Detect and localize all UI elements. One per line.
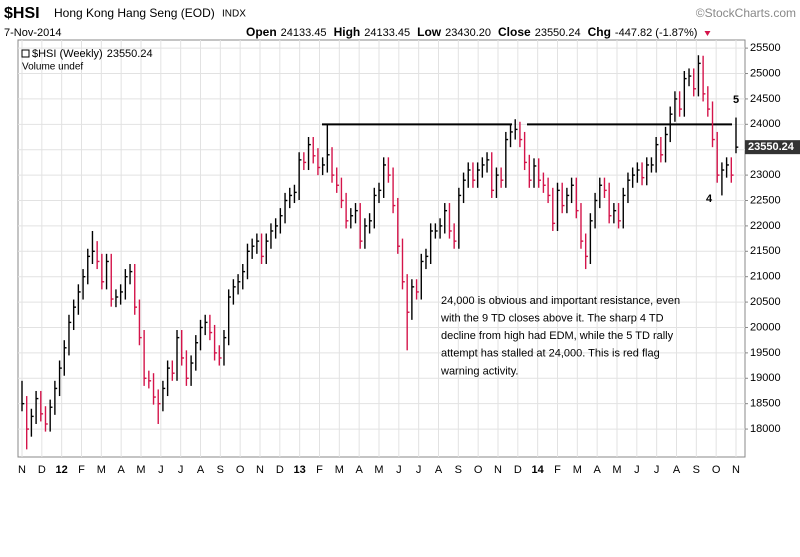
quote-value: -447.82 (-1.87%) [615, 27, 698, 39]
y-tick-label: 18000 [750, 423, 781, 435]
annotation-text: with the 9 TD closes above it. The sharp… [440, 313, 664, 325]
quote: Open 24133.45 High 24133.45 Low 23430.20 Close… [246, 25, 711, 39]
legend-entry: Volume undef [22, 62, 83, 73]
date: 7-Nov-2014 [4, 27, 61, 39]
x-tick-label: S [693, 464, 700, 476]
x-tick-label: M [335, 464, 344, 476]
td-count: 4 [706, 193, 713, 205]
x-tick-label: M [573, 464, 582, 476]
last-price: 23550.24 [748, 141, 795, 153]
x-tick-label: D [514, 464, 522, 476]
x-tick-label: J [158, 464, 164, 476]
annotation-text: decline from high had EDM, while the 5 T… [441, 330, 674, 342]
legend-swatch [21, 49, 30, 58]
x-tick-label: S [217, 464, 224, 476]
quote-label: Open [246, 25, 277, 39]
index-name: Hong Kong Hang Seng (EOD) [54, 6, 215, 20]
y-tick-label: 25500 [750, 42, 781, 54]
y-tick-label: 19500 [750, 347, 781, 359]
x-tick-label: N [494, 464, 502, 476]
y-tick-label: 21500 [750, 245, 781, 257]
x-tick-label: J [416, 464, 422, 476]
x-tick-label: A [117, 464, 125, 476]
y-tick-label: 20500 [750, 296, 781, 308]
annotation-text: warning activity. [440, 365, 518, 377]
td-count: 5 [733, 94, 739, 106]
x-tick-label: N [256, 464, 264, 476]
y-tick-label: 22000 [750, 220, 781, 232]
down-arrow [704, 31, 711, 36]
quote-label: Low [417, 25, 442, 39]
x-tick-label: M [97, 464, 106, 476]
x-tick-label: M [374, 464, 383, 476]
exchange: INDX [222, 9, 246, 20]
y-tick-label: 19000 [750, 372, 781, 384]
quote-value: 24133.45 [281, 27, 327, 39]
x-tick-label: M [136, 464, 145, 476]
legend-value: 23550.24 [107, 48, 153, 60]
x-tick-label: A [673, 464, 681, 476]
x-tick-label: J [654, 464, 660, 476]
last-price-tag [745, 140, 800, 155]
y-tick-label: 21000 [750, 271, 781, 283]
x-tick-label: S [455, 464, 462, 476]
x-tick-label: J [396, 464, 402, 476]
x-tick-label: 14 [532, 464, 545, 476]
plot-frame [17, 39, 746, 458]
y-tick-label: 24500 [750, 93, 781, 105]
x-tick-label: O [712, 464, 721, 476]
x-tick-label: 12 [56, 464, 68, 476]
y-tick-label: 22500 [750, 194, 781, 206]
legend-entry: $HSI (Weekly) [32, 48, 103, 60]
x-tick-label: J [634, 464, 640, 476]
y-tick-label: 20000 [750, 321, 781, 333]
x-tick-label: A [355, 464, 363, 476]
x-tick-label: A [593, 464, 601, 476]
x-tick-label: D [276, 464, 284, 476]
plot: 18000 18500 19000 19500 20000 20500 21000 21500… [18, 40, 800, 476]
quote-label: Close [498, 25, 531, 39]
quote-label: High [334, 25, 361, 39]
x-tick-label: F [78, 464, 85, 476]
x-tick-label: O [474, 464, 483, 476]
source: ©StockCharts.com [696, 6, 796, 20]
x-tick-label: A [435, 464, 443, 476]
symbol: $HSI [4, 5, 40, 22]
x-tick-label: M [612, 464, 621, 476]
quote-value: 23550.24 [535, 27, 581, 39]
y-tick-label: 23000 [750, 169, 781, 181]
y-tick-label: 24000 [750, 118, 781, 130]
x-tick-label: J [178, 464, 184, 476]
x-tick-label: A [197, 464, 205, 476]
x-tick-label: N [732, 464, 740, 476]
quote-value: 23430.20 [445, 27, 491, 39]
x-tick-label: F [316, 464, 323, 476]
x-tick-label: N [18, 464, 26, 476]
quote-value: 24133.45 [364, 27, 410, 39]
x-tick-label: 13 [294, 464, 306, 476]
y-tick-label: 18500 [750, 398, 781, 410]
x-tick-label: D [38, 464, 46, 476]
y-tick-label: 25000 [750, 67, 781, 79]
x-tick-label: O [236, 464, 245, 476]
quote-label: Chg [588, 25, 611, 39]
x-tick-label: F [554, 464, 561, 476]
annotation-text: attempt has stalled at 24,000. This is r… [441, 348, 660, 360]
annotation-text: 24,000 is obvious and important resistan… [441, 295, 680, 307]
